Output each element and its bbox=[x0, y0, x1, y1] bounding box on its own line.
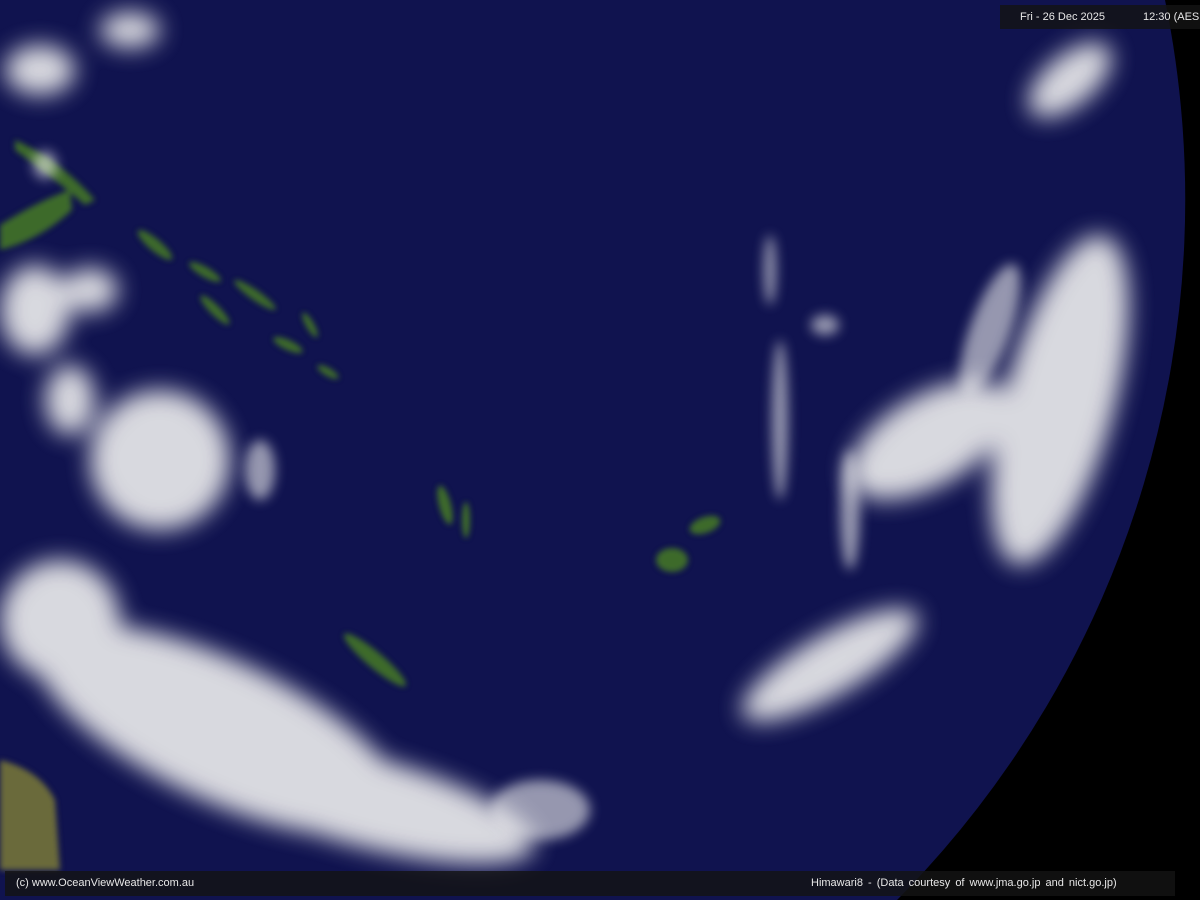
date-label: Fri - 26 Dec 2025 bbox=[1020, 11, 1105, 23]
landmasses bbox=[0, 140, 721, 870]
copyright-credit: (c) www.OceanViewWeather.com.au bbox=[16, 877, 195, 889]
clouds bbox=[0, 12, 1129, 864]
credits-bar: (c) www.OceanViewWeather.com.au Himawari… bbox=[5, 871, 1175, 896]
timestamp-bar: Fri - 26 Dec 2025 12:30 (AES bbox=[1000, 5, 1200, 29]
data-source-credit: Himawari8 - (Data courtesy of www.jma.go… bbox=[811, 877, 1117, 889]
time-label: 12:30 (AES bbox=[1143, 11, 1200, 23]
